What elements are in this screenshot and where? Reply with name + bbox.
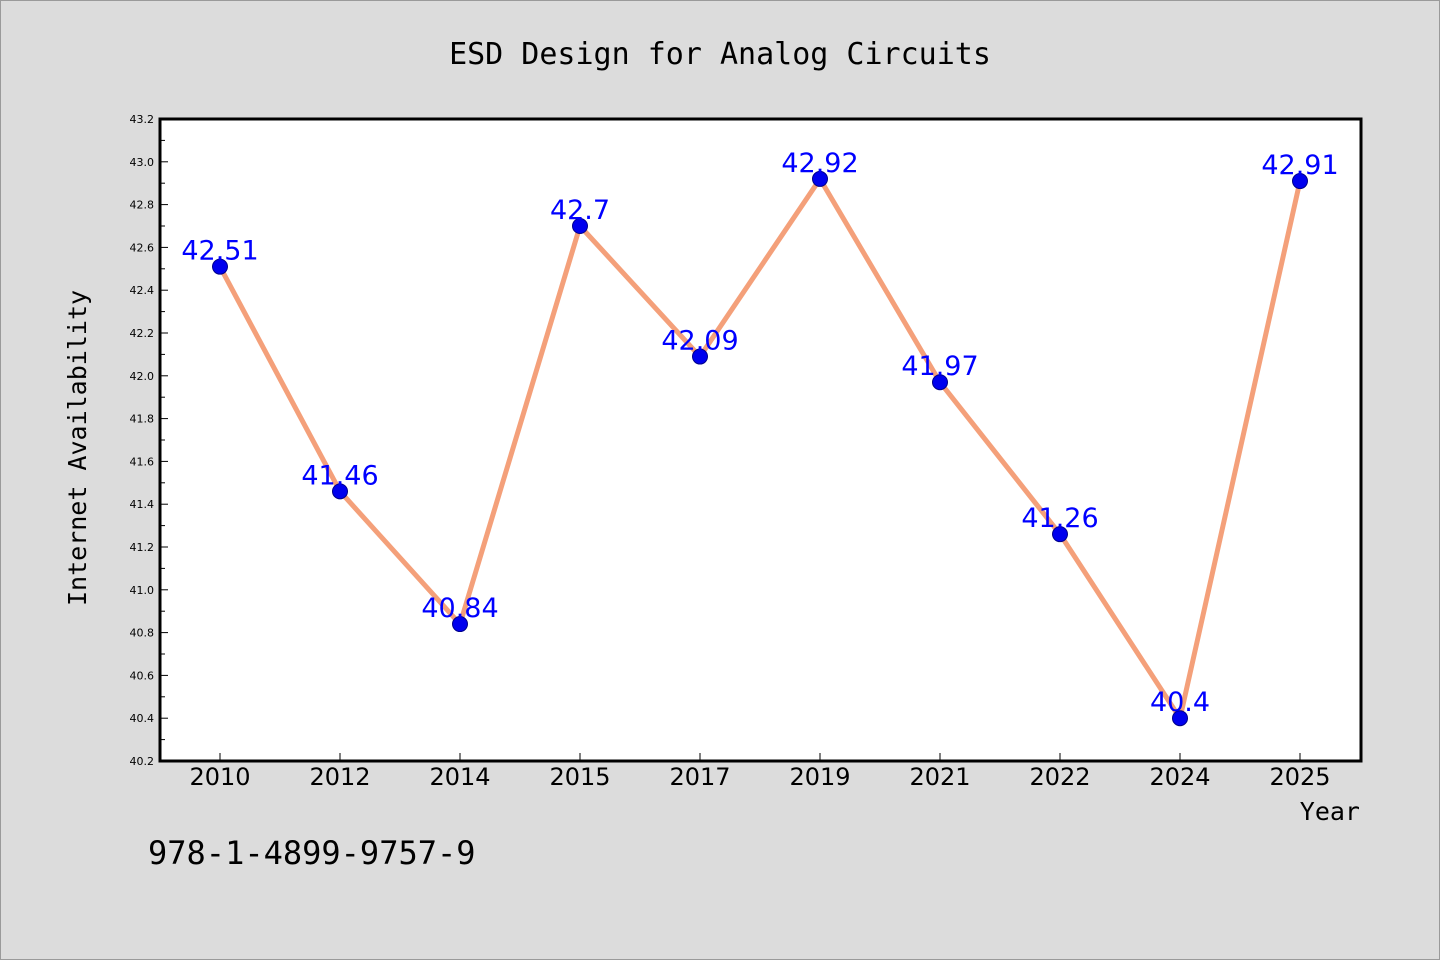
data-point bbox=[332, 483, 348, 500]
data-point bbox=[572, 218, 588, 234]
data-label: 40.84 bbox=[421, 593, 498, 624]
y-tick-label: 40.2 bbox=[130, 755, 155, 768]
y-tick-label: 41.0 bbox=[130, 584, 155, 597]
data-label: 42.91 bbox=[1261, 150, 1338, 181]
data-label: 41.97 bbox=[901, 351, 978, 382]
data-label: 42.7 bbox=[550, 195, 610, 226]
data-point bbox=[1052, 526, 1068, 543]
chart-title: ESD Design for Analog Circuits bbox=[449, 37, 991, 72]
x-tick-label: 2022 bbox=[1029, 763, 1090, 791]
data-point bbox=[812, 170, 828, 187]
x-tick-label: 2010 bbox=[189, 763, 250, 791]
data-point bbox=[692, 348, 708, 365]
data-point bbox=[452, 616, 468, 633]
data-point bbox=[1292, 173, 1308, 190]
data-labels: 42.51 41.46 40.84 42.7 42.09 42.92 41.97 41.26 4… bbox=[181, 148, 1338, 718]
y-tick-label: 40.4 bbox=[130, 712, 155, 725]
series-line bbox=[217, 176, 1303, 721]
y-tick-label: 42.2 bbox=[130, 327, 155, 340]
x-tick-label: 2019 bbox=[789, 763, 850, 791]
isbn-text: 978-1-4899-9757-9 bbox=[148, 834, 476, 872]
data-label: 42.09 bbox=[661, 326, 738, 357]
y-axis: 40.2 40.4 40.6 40.8 41.0 41.2 41.4 41.6 41.8 42.0… bbox=[130, 113, 168, 768]
x-tick-label: 2017 bbox=[669, 763, 730, 791]
y-tick-label: 41.6 bbox=[130, 455, 155, 468]
y-tick-label: 42.8 bbox=[130, 199, 155, 212]
data-label: 41.26 bbox=[1021, 503, 1098, 534]
y-tick-label: 41.8 bbox=[130, 413, 155, 426]
data-point bbox=[1172, 710, 1188, 727]
y-tick-label: 42.0 bbox=[130, 370, 155, 383]
y-tick-label: 42.4 bbox=[130, 284, 155, 297]
x-axis: 2010 2012 2014 2015 2017 2019 2021 2022 2024 2025 bbox=[189, 753, 1331, 791]
y-tick-label: 43.2 bbox=[130, 113, 155, 126]
data-point bbox=[212, 258, 228, 275]
x-tick-label: 2015 bbox=[549, 763, 610, 791]
y-tick-label: 42.6 bbox=[130, 241, 155, 254]
x-tick-label: 2012 bbox=[309, 763, 370, 791]
data-point bbox=[932, 374, 948, 391]
x-axis-label: Year bbox=[1300, 797, 1360, 826]
x-tick-label: 2024 bbox=[1149, 763, 1210, 791]
x-tick-label: 2025 bbox=[1269, 763, 1330, 791]
plot-area bbox=[158, 117, 1363, 763]
data-label: 40.4 bbox=[1150, 687, 1210, 718]
y-tick-label: 41.4 bbox=[130, 498, 155, 511]
y-axis-label: Internet Availability bbox=[63, 290, 92, 606]
data-label: 42.51 bbox=[181, 236, 258, 267]
y-tick-label: 41.2 bbox=[130, 541, 155, 554]
x-tick-label: 2021 bbox=[909, 763, 970, 791]
series-markers bbox=[212, 170, 1308, 727]
y-tick-label: 40.6 bbox=[130, 669, 155, 682]
data-label: 41.46 bbox=[301, 460, 378, 491]
y-tick-label: 43.0 bbox=[130, 156, 155, 169]
x-tick-label: 2014 bbox=[429, 763, 490, 791]
y-tick-label: 40.8 bbox=[130, 627, 155, 640]
data-label: 42.92 bbox=[781, 148, 858, 179]
